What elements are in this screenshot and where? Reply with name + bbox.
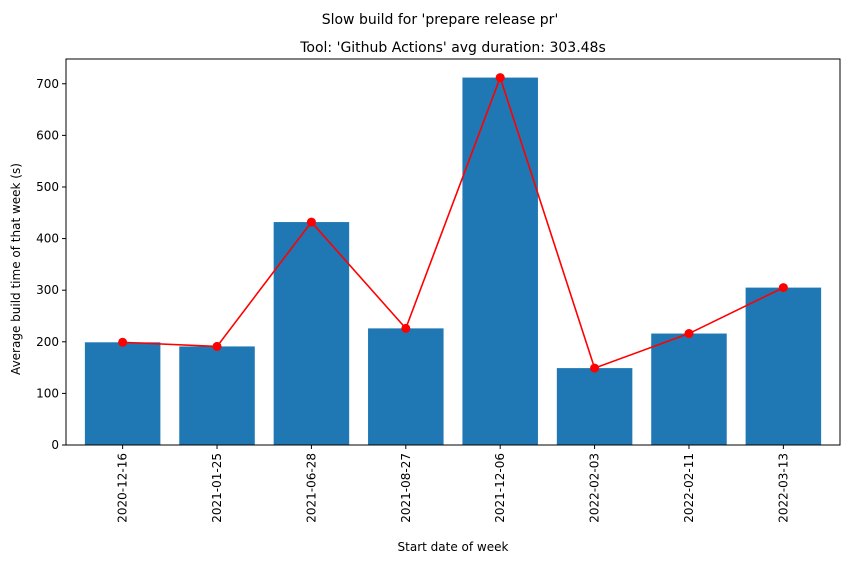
data-point [778, 283, 788, 293]
x-axis: 2020-12-16 2021-01-25 2021-06-28 2021-08-27… [116, 445, 790, 523]
data-point [212, 341, 222, 351]
bar [745, 287, 822, 445]
bar [84, 342, 161, 445]
bar [651, 333, 727, 445]
bar [179, 346, 255, 445]
x-tick-label: 2020-12-16 [116, 453, 130, 523]
trend-line [122, 75, 784, 370]
data-point [590, 363, 600, 373]
x-tick-label: 2021-08-27 [399, 453, 413, 523]
y-axis: 0 100 200 300 400 500 600 700 [36, 77, 66, 452]
bar [273, 222, 350, 445]
y-tick-label: 0 [51, 438, 59, 452]
y-tick-label: 700 [36, 77, 59, 91]
y-tick-label: 500 [36, 180, 59, 194]
data-point [495, 73, 505, 83]
data-point [684, 329, 694, 339]
y-tick-label: 400 [36, 232, 59, 246]
bar [368, 328, 444, 445]
y-tick-label: 300 [36, 283, 59, 297]
data-point [401, 323, 411, 333]
x-tick-label: 2022-03-13 [776, 453, 790, 523]
data-point [306, 217, 316, 227]
chart-title: Slow build for 'prepare release pr' [322, 12, 559, 28]
x-tick-label: 2021-01-25 [210, 453, 224, 523]
data-point [118, 337, 128, 347]
y-axis-label: Average build time of that week (s) [9, 163, 23, 375]
bar [462, 77, 538, 445]
x-tick-label: 2022-02-03 [588, 453, 602, 523]
x-axis-label: Start date of week [398, 540, 509, 554]
x-tick-label: 2022-02-11 [682, 453, 696, 523]
x-tick-label: 2021-12-06 [493, 453, 507, 523]
chart-subtitle: Tool: 'Github Actions' avg duration: 303… [299, 40, 606, 56]
y-tick-label: 100 [36, 386, 59, 400]
y-tick-label: 600 [36, 128, 59, 142]
plot-frame [65, 58, 841, 446]
x-tick-label: 2021-06-28 [304, 453, 318, 523]
plot-area [65, 58, 841, 446]
bar [556, 368, 633, 445]
y-tick-label: 200 [36, 335, 59, 349]
